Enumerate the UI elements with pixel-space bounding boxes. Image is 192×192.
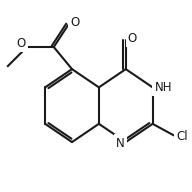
Text: NH: NH [154,81,172,94]
Text: N: N [116,137,125,150]
Text: Cl: Cl [176,130,188,143]
Text: O: O [128,32,137,45]
Text: O: O [17,37,26,50]
Text: O: O [70,16,79,29]
